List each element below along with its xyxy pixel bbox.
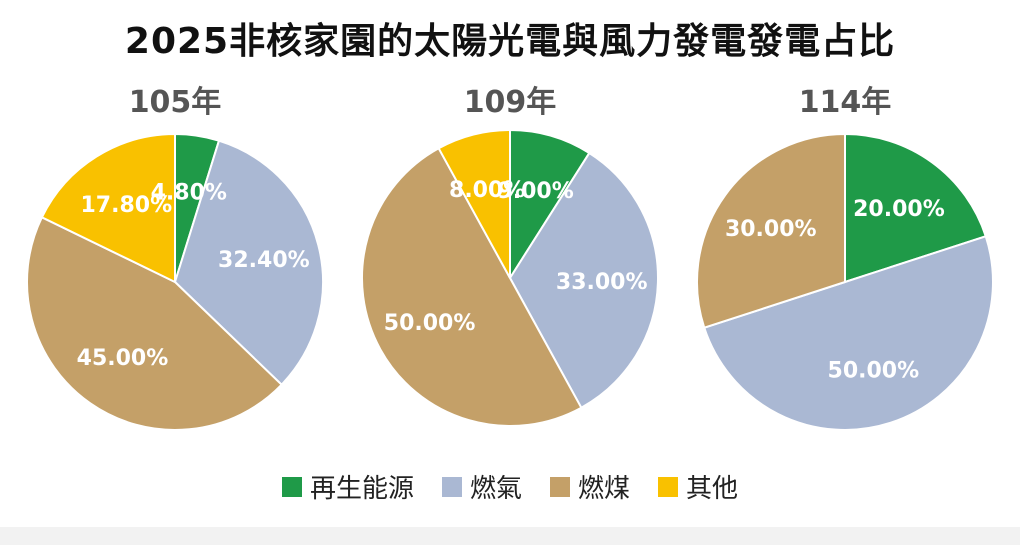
legend-swatch-renewable — [281, 476, 302, 497]
pie-slice-renewable — [509, 128, 591, 282]
pie-label-coal: 30.00% — [725, 217, 817, 242]
pie-chart-2: 109年 9.00% 33.00% 50.00% 8.00% — [361, 85, 659, 427]
legend-item-coal: 燃煤 — [550, 468, 630, 505]
pie-label-coal: 45.00% — [77, 346, 169, 371]
legend-item-renewable: 再生能源 — [281, 468, 414, 505]
pie-title-2: 109年 — [464, 85, 557, 120]
legend-item-gas: 燃氣 — [441, 468, 522, 505]
bottom-band — [0, 527, 1020, 545]
legend-label-other: 其他 — [686, 474, 739, 504]
pie-label-gas: 33.00% — [556, 270, 648, 295]
pie-slice-gas — [173, 139, 324, 387]
pie-label-renewable: 4.80% — [151, 180, 227, 205]
pie-slice-other — [437, 128, 511, 279]
pie-label-renewable: 20.00% — [853, 197, 945, 222]
pie-label-coal: 50.00% — [384, 311, 476, 336]
pie-chart-1: 105年 4.80% 32.40% 45.00% 17.80% — [26, 85, 324, 431]
pie-label-other: 17.80% — [80, 193, 172, 218]
chart-title: 2025非核家園的太陽光電與風力發電發電占比 — [124, 21, 896, 62]
legend-swatch-gas — [441, 476, 462, 497]
legend-label-renewable: 再生能源 — [309, 474, 414, 504]
legend-item-other: 其他 — [658, 468, 738, 505]
pie-title-1: 105年 — [129, 85, 222, 120]
pie-slice-coal — [361, 146, 583, 427]
pie-slice-renewable — [844, 132, 988, 284]
legend-swatch-coal — [550, 476, 570, 497]
pie-chart-3: 114年 20.00% 50.00% 30.00% — [696, 85, 994, 431]
legend: 再生能源 燃氣 燃煤 其他 — [0, 468, 1020, 505]
pie-slice-coal — [26, 215, 284, 431]
pie-label-other: 8.00% — [449, 178, 525, 203]
legend-swatch-other — [658, 476, 679, 497]
pie-slice-coal — [696, 132, 846, 329]
legend-label-coal: 燃煤 — [578, 474, 631, 504]
pie-label-gas: 50.00% — [828, 358, 920, 383]
pie-slice-gas — [702, 235, 994, 431]
pie-title-3: 114年 — [799, 85, 892, 120]
legend-label-gas: 燃氣 — [469, 474, 522, 504]
pie-slice-other — [40, 132, 176, 284]
pie-label-renewable: 9.00% — [497, 179, 573, 204]
pie-label-gas: 32.40% — [218, 248, 310, 273]
